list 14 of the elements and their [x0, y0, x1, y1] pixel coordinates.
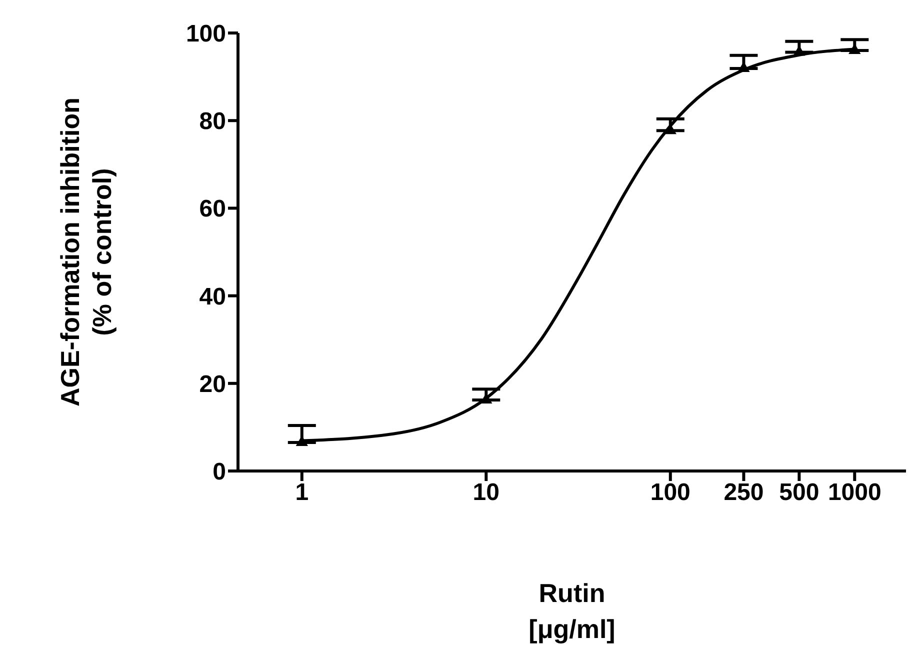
- x-tick-label: 1: [295, 479, 309, 506]
- x-tick-label: 100: [650, 479, 690, 506]
- y-tick-label: 20: [199, 370, 226, 398]
- x-axis-title: Rutin [μg/ml]: [528, 577, 616, 646]
- y-tick-label: 100: [186, 20, 226, 48]
- x-tick-label: 500: [779, 479, 820, 506]
- x-tick-label: 250: [724, 479, 764, 506]
- y-tick-label: 40: [199, 283, 226, 310]
- y-tick-label: 60: [199, 196, 226, 223]
- y-tick-label: 80: [199, 108, 226, 136]
- x-tick-label: 10: [472, 479, 500, 506]
- x-tick-label: 1000: [828, 479, 882, 506]
- y-axis-title: AGE-formation inhibition (% of control): [54, 97, 118, 407]
- y-tick-label: 0: [212, 458, 226, 486]
